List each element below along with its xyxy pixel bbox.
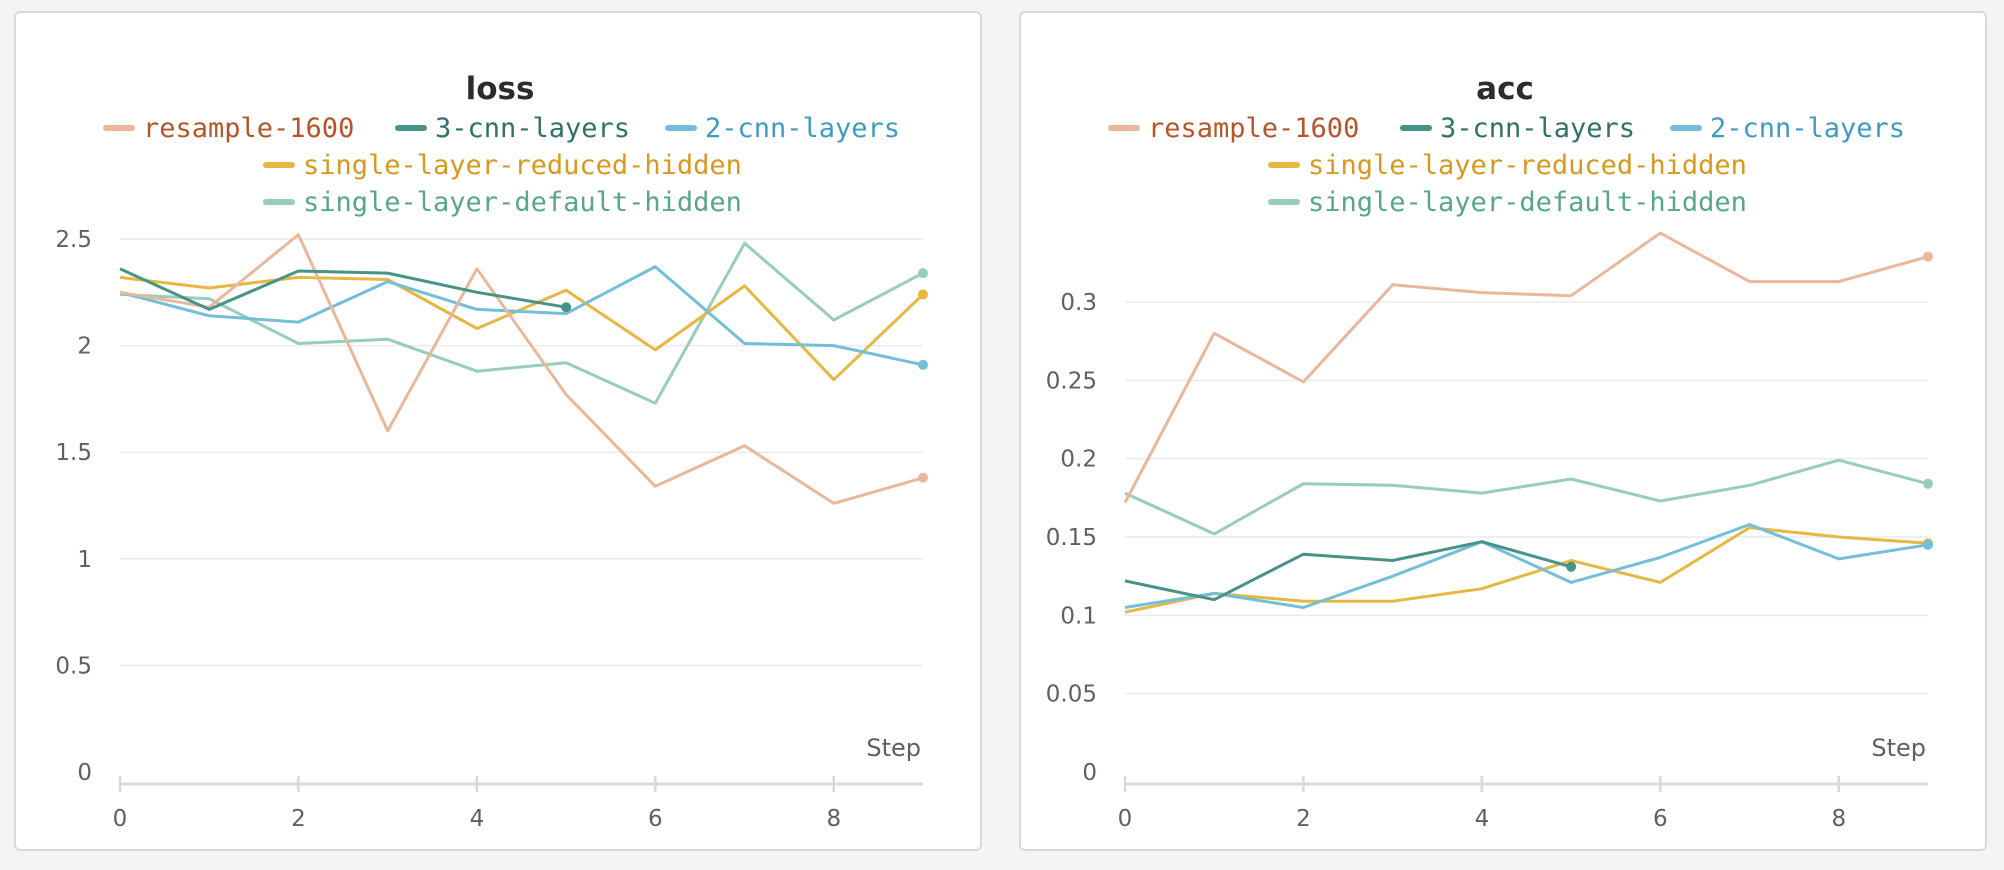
x-tick-label: 0: [113, 806, 128, 832]
y-tick-label: 0.05: [1046, 682, 1097, 708]
y-tick-label: 0.5: [55, 653, 92, 679]
legend-label-3-cnn-layers[interactable]: 3-cnn-layers: [1440, 113, 1635, 144]
y-tick-label: 0.3: [1060, 290, 1097, 316]
x-tick-label: 8: [826, 806, 841, 832]
series-endpoint-3-cnn-layers: [561, 302, 572, 313]
y-tick-label: 2: [77, 334, 92, 360]
series-line-single-layer-default-hidden[interactable]: [1124, 458, 1929, 536]
legend-label-2-cnn-layers[interactable]: 2-cnn-layers: [1710, 113, 1905, 144]
y-tick-label: 1.5: [55, 440, 92, 466]
x-axis-label: Step: [1871, 734, 1926, 762]
legend-label-single-layer-reduced-hidden[interactable]: single-layer-reduced-hidden: [303, 150, 742, 181]
x-tick-label: 6: [648, 806, 663, 832]
legend-label-single-layer-default-hidden[interactable]: single-layer-default-hidden: [1308, 187, 1747, 218]
acc-chart-panel: acc resample-1600 3-cnn-layers 2-cnn-layers…: [1019, 11, 1987, 851]
legend-label-single-layer-default-hidden[interactable]: single-layer-default-hidden: [303, 187, 742, 218]
series-line-3-cnn-layers[interactable]: [1124, 540, 1572, 602]
legend-label-resample-1600[interactable]: resample-1600: [143, 113, 354, 144]
series-endpoint-3-cnn-layers: [1566, 561, 1577, 572]
loss-chart-panel: loss resample-1600 3-cnn-layers 2-cnn-layer…: [14, 11, 982, 851]
chart-title: acc: [1476, 71, 1534, 107]
legend-label-resample-1600[interactable]: resample-1600: [1148, 113, 1359, 144]
series-endpoint-resample-1600: [918, 472, 928, 483]
series-endpoint-2-cnn-layers: [1923, 539, 1933, 550]
loss-chart: loss resample-1600 3-cnn-layers 2-cnn-layer…: [55, 71, 928, 832]
y-tick-label: 0: [77, 760, 92, 786]
y-tick-label: 1: [77, 547, 92, 573]
x-tick-label: 6: [1653, 806, 1668, 832]
series-line-2-cnn-layers[interactable]: [119, 265, 924, 367]
series-endpoint-2-cnn-layers: [918, 359, 928, 370]
y-tick-label: 0.1: [1060, 603, 1097, 629]
legend-label-2-cnn-layers[interactable]: 2-cnn-layers: [705, 113, 900, 144]
acc-chart: acc resample-1600 3-cnn-layers 2-cnn-layers…: [1046, 71, 1933, 832]
series-line-resample-1600[interactable]: [119, 233, 924, 505]
series-line-single-layer-reduced-hidden[interactable]: [1124, 526, 1929, 614]
legend-label-single-layer-reduced-hidden[interactable]: single-layer-reduced-hidden: [1308, 150, 1747, 181]
series-line-single-layer-reduced-hidden[interactable]: [119, 275, 925, 382]
y-tick-label: 2.5: [55, 227, 92, 253]
x-axis-label: Step: [866, 734, 921, 762]
series-endpoint-single-layer-default-hidden: [1923, 478, 1933, 489]
series-line-single-layer-default-hidden[interactable]: [119, 241, 924, 405]
x-tick-label: 8: [1831, 806, 1846, 832]
y-tick-label: 0.2: [1060, 447, 1097, 473]
series-endpoint-single-layer-reduced-hidden: [918, 289, 928, 300]
series-line-3-cnn-layers[interactable]: [119, 267, 567, 311]
x-tick-label: 4: [1475, 806, 1490, 832]
legend-label-3-cnn-layers[interactable]: 3-cnn-layers: [435, 113, 630, 144]
series-endpoint-single-layer-default-hidden: [918, 268, 928, 279]
chart-title: loss: [466, 71, 535, 107]
series-line-resample-1600[interactable]: [1123, 231, 1929, 504]
y-tick-label: 0.15: [1046, 525, 1097, 551]
x-tick-label: 2: [1296, 806, 1311, 832]
y-tick-label: 0: [1082, 760, 1097, 786]
x-tick-label: 2: [291, 806, 306, 832]
series-endpoint-resample-1600: [1923, 251, 1933, 262]
y-tick-label: 0.25: [1046, 368, 1097, 394]
x-tick-label: 0: [1118, 806, 1133, 832]
x-tick-label: 4: [470, 806, 485, 832]
series-line-2-cnn-layers[interactable]: [1124, 523, 1929, 609]
